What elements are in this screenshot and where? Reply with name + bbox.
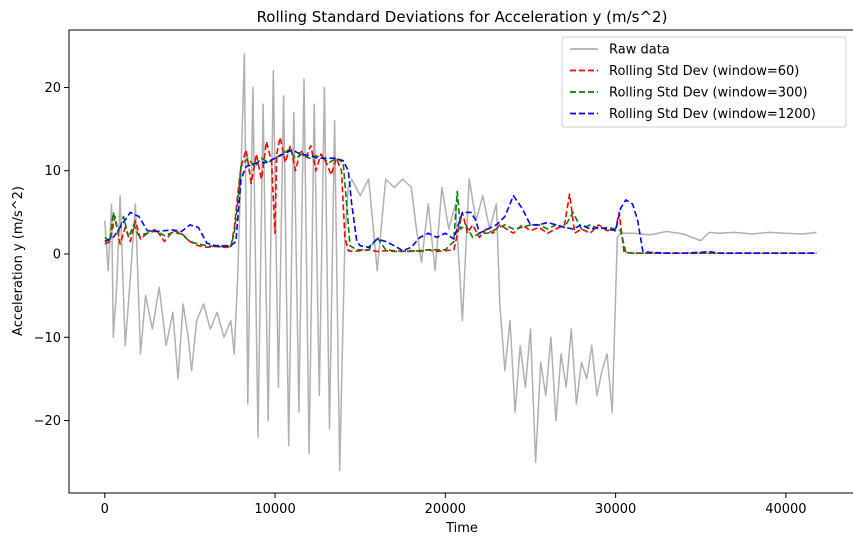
x-tick-label: 10000 bbox=[254, 502, 295, 517]
plot-frame bbox=[68, 29, 853, 494]
y-axis-label: Acceleration y (m/s^2) bbox=[11, 186, 26, 336]
y-tick-label: 10 bbox=[44, 164, 61, 179]
y-axis: −20 −10 0 10 20 bbox=[34, 81, 69, 429]
x-tick-label: 40000 bbox=[765, 502, 806, 517]
legend-box bbox=[561, 36, 847, 128]
y-tick-label: 20 bbox=[44, 81, 61, 96]
x-tick-label: 0 bbox=[101, 502, 109, 517]
legend-label: Rolling Std Dev (window=60) bbox=[609, 64, 799, 79]
x-axis: 0 10000 20000 30000 40000 bbox=[101, 493, 807, 517]
legend-label: Rolling Std Dev (window=1200) bbox=[609, 107, 816, 122]
x-tick-label: 20000 bbox=[425, 502, 466, 517]
legend-label: Raw data bbox=[609, 43, 670, 58]
series-line-2 bbox=[104, 136, 817, 254]
x-axis-label: Time bbox=[445, 521, 478, 536]
chart-title: Rolling Standard Deviations for Accelera… bbox=[257, 8, 668, 26]
x-tick-label: 30000 bbox=[595, 502, 636, 517]
legend-label: Rolling Std Dev (window=300) bbox=[609, 86, 808, 101]
y-tick-label: 0 bbox=[53, 248, 61, 263]
series-line-4 bbox=[104, 149, 817, 254]
series-line-1 bbox=[104, 53, 817, 472]
legend: Raw data Rolling Std Dev (window=60) Rolli… bbox=[561, 36, 847, 128]
y-tick-label: −20 bbox=[34, 414, 61, 429]
y-tick-label: −10 bbox=[34, 331, 61, 346]
series-line-3 bbox=[104, 149, 817, 254]
